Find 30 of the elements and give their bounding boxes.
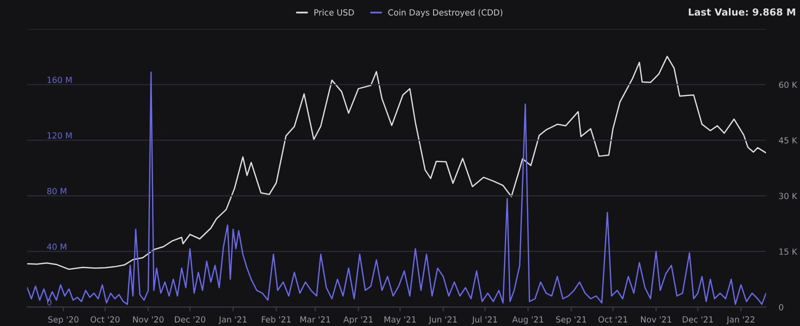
y2-tick-label: 15 K xyxy=(779,248,798,255)
x-tick-label: Aug '21 xyxy=(512,316,544,324)
x-tick-label: Sep '20 xyxy=(48,316,78,324)
x-tick-label: May '21 xyxy=(384,316,416,324)
x-tick-label: Oct '20 xyxy=(90,316,120,323)
x-tick-label: Mar '21 xyxy=(300,316,330,323)
text: Last Value: 9.868 M xyxy=(688,8,796,16)
x-tick-label: Dec '20 xyxy=(174,316,206,323)
y-tick-label: 120 M xyxy=(48,132,72,139)
x-tick-label: Apr '21 xyxy=(343,316,373,324)
legend-label: Coin Days Destroyed (CDD) xyxy=(388,9,502,18)
x-tick-label: Jun '21 xyxy=(428,316,457,324)
x-tick-label: Dec '21 xyxy=(682,316,713,323)
x-tick-label: Jul '21 xyxy=(472,316,497,324)
x-tick-label: Feb '21 xyxy=(262,316,291,323)
x-tick-label: Jan '21 xyxy=(218,316,247,324)
y2-tick-label: 45 K xyxy=(778,137,798,144)
y2-tick-label: 0 xyxy=(779,304,784,310)
y-tick-label: 40 M xyxy=(47,244,66,250)
y-tick-label: 160 M xyxy=(48,76,72,84)
line-series xyxy=(27,56,766,270)
y2-tick-label: 60 K xyxy=(779,82,798,88)
x-tick-label: Nov '21 xyxy=(641,316,672,323)
y2-tick-label: 30 K xyxy=(779,192,798,200)
x-tick-label: Sep '21 xyxy=(556,316,586,324)
x-tick-label: Nov '20 xyxy=(133,316,164,323)
y-tick-label: 80 M xyxy=(47,188,66,194)
legend-label: Price USD xyxy=(314,9,354,16)
x-tick-label: Jan '22 xyxy=(726,316,754,324)
x-tick-label: Oct '21 xyxy=(598,316,628,323)
